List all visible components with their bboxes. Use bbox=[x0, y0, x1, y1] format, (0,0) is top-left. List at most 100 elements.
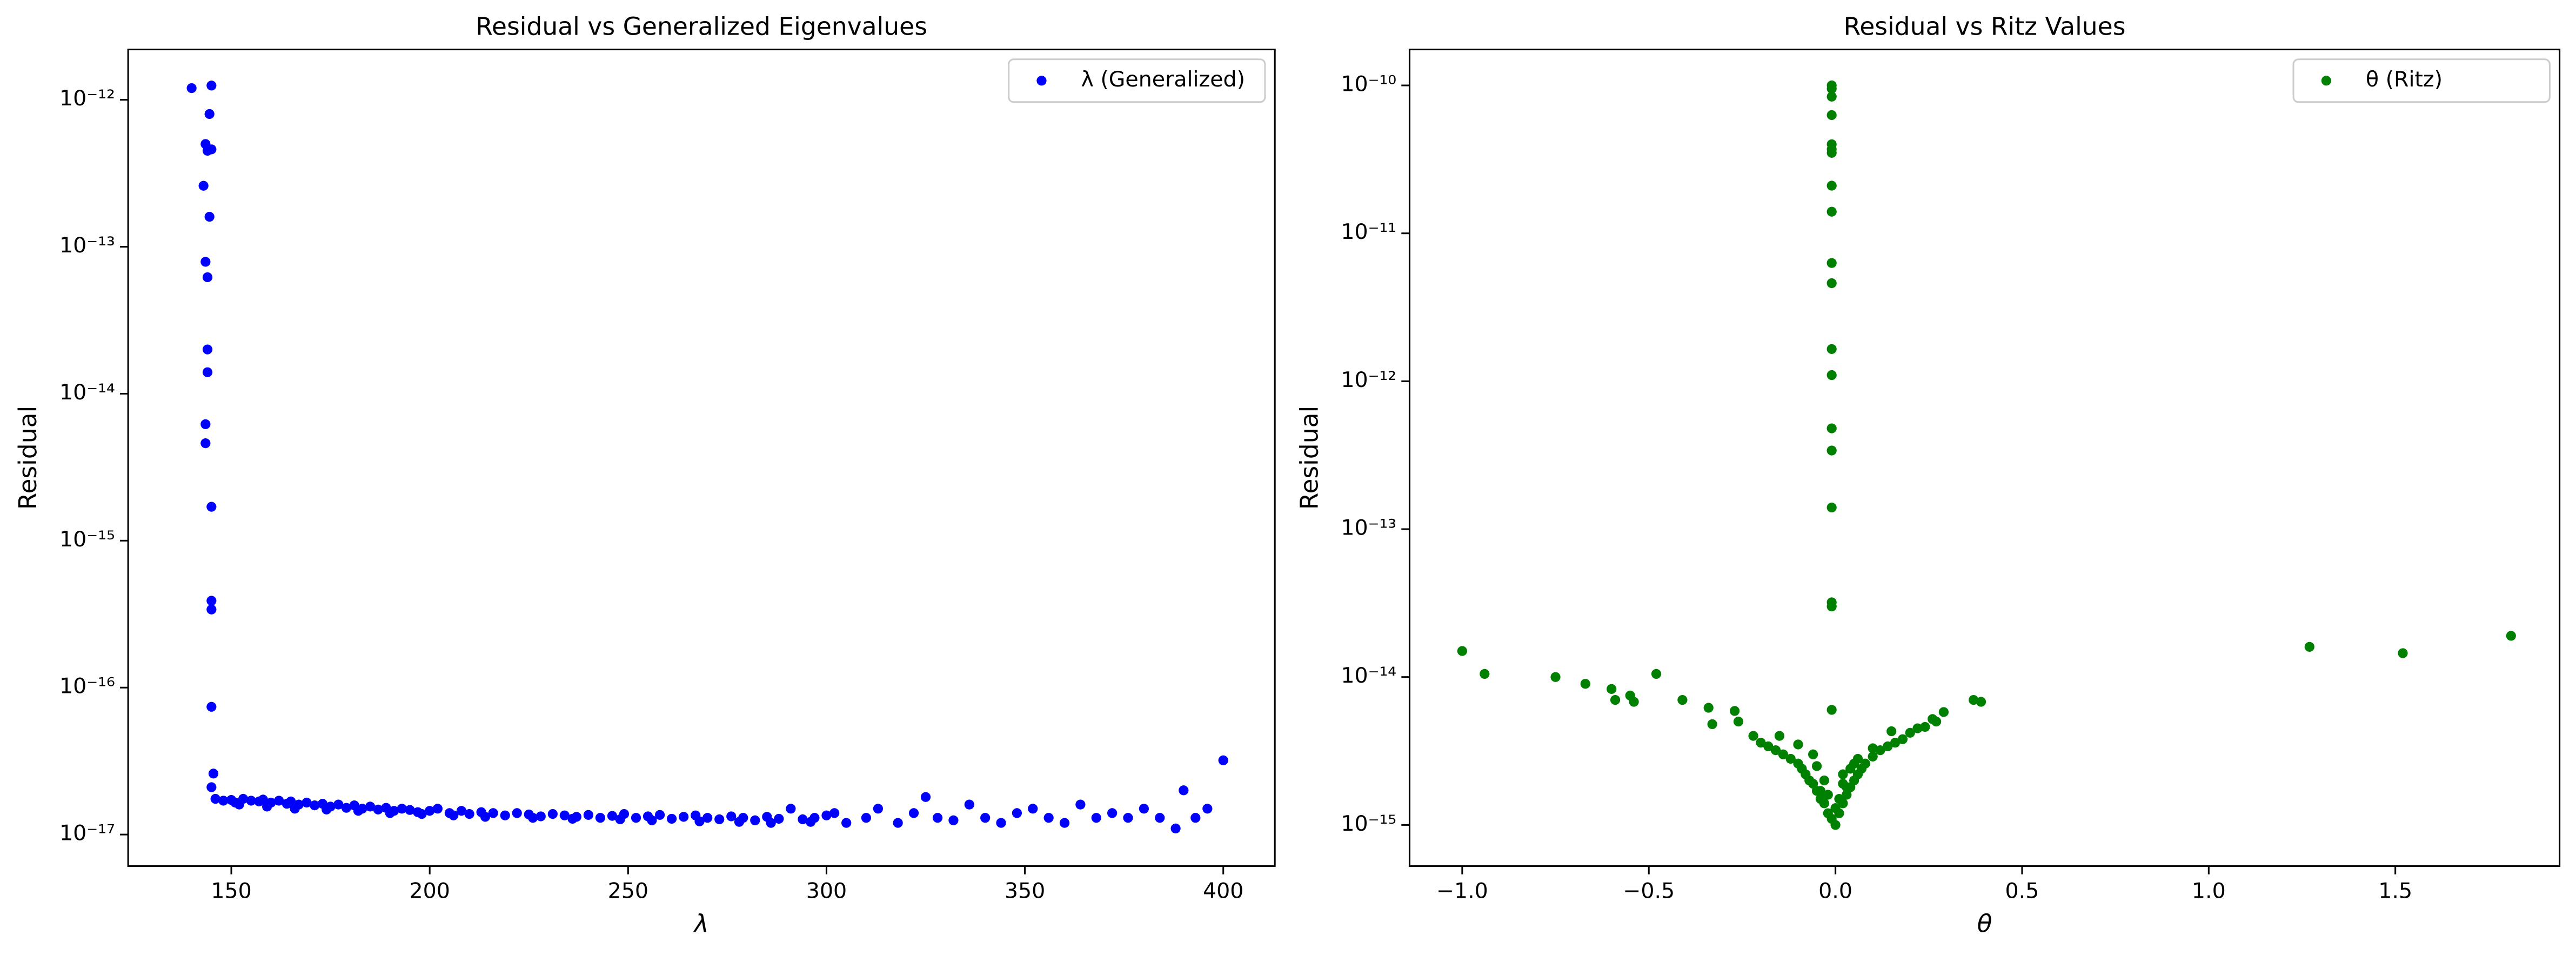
legend-marker bbox=[1036, 76, 1047, 86]
point bbox=[1826, 813, 1837, 824]
point bbox=[734, 817, 745, 827]
point bbox=[805, 817, 816, 827]
point bbox=[1607, 684, 1617, 694]
legend-label: λ (Generalized) bbox=[1081, 67, 1245, 92]
point bbox=[1838, 778, 1848, 789]
point bbox=[1091, 813, 1101, 823]
point bbox=[365, 802, 376, 812]
point bbox=[202, 272, 213, 283]
point bbox=[559, 810, 570, 820]
point bbox=[1651, 669, 1662, 679]
point bbox=[583, 810, 594, 820]
point bbox=[1826, 91, 1837, 102]
point bbox=[948, 815, 959, 825]
x-tick-label: 1.0 bbox=[2192, 879, 2226, 904]
point bbox=[234, 799, 244, 810]
point bbox=[1834, 794, 1844, 804]
point bbox=[1826, 370, 1837, 380]
point bbox=[1550, 672, 1561, 682]
point bbox=[702, 813, 713, 823]
point bbox=[1815, 786, 1826, 796]
point bbox=[1875, 745, 1885, 756]
y-axis-label: Residual bbox=[1295, 406, 1324, 510]
point bbox=[2398, 648, 2408, 658]
point bbox=[750, 815, 760, 825]
point bbox=[1043, 813, 1054, 823]
point bbox=[310, 800, 320, 811]
point bbox=[186, 83, 197, 94]
point bbox=[615, 814, 625, 825]
point bbox=[206, 502, 217, 512]
point bbox=[1123, 813, 1133, 823]
point bbox=[385, 808, 395, 818]
point bbox=[821, 810, 832, 820]
x-tick-label: 0.5 bbox=[2005, 879, 2039, 904]
legend-box bbox=[1008, 58, 1266, 103]
point bbox=[286, 796, 296, 806]
point bbox=[932, 813, 943, 823]
point bbox=[1826, 445, 1837, 456]
point bbox=[2304, 642, 2314, 652]
y-tick-label: 10⁻¹⁴ bbox=[1341, 663, 1396, 688]
point bbox=[200, 438, 211, 449]
point bbox=[206, 604, 217, 615]
point bbox=[1707, 719, 1717, 730]
y-tick-label: 10⁻¹⁵ bbox=[1341, 811, 1396, 836]
x-tick-label: 300 bbox=[806, 879, 847, 904]
x-tick-label: −1.0 bbox=[1436, 879, 1488, 904]
point bbox=[647, 815, 657, 825]
point bbox=[861, 813, 871, 823]
point bbox=[1139, 804, 1149, 814]
point bbox=[373, 804, 383, 814]
point bbox=[1890, 738, 1901, 748]
point bbox=[464, 809, 474, 819]
y-tick-label: 10⁻¹² bbox=[59, 86, 115, 111]
point bbox=[766, 818, 776, 828]
point bbox=[246, 796, 256, 806]
point bbox=[2506, 631, 2516, 641]
point bbox=[1912, 723, 1923, 733]
point bbox=[1778, 749, 1789, 759]
point bbox=[920, 792, 931, 802]
point bbox=[1610, 694, 1621, 705]
point bbox=[200, 257, 211, 267]
x-axis-label: θ bbox=[1977, 909, 1992, 938]
point bbox=[1826, 705, 1837, 715]
point bbox=[1826, 110, 1837, 121]
x-tick-label: 0.0 bbox=[1818, 879, 1852, 904]
point bbox=[1580, 679, 1590, 689]
point bbox=[1677, 694, 1688, 705]
chart-title: Residual vs Generalized Eigenvalues bbox=[476, 12, 927, 41]
point bbox=[512, 808, 522, 818]
point bbox=[1938, 707, 1949, 717]
point bbox=[1826, 206, 1837, 217]
point bbox=[678, 812, 689, 822]
point bbox=[1028, 804, 1038, 814]
x-axis-label: λ bbox=[693, 909, 709, 938]
point bbox=[206, 702, 217, 712]
point bbox=[322, 804, 332, 814]
point bbox=[873, 804, 884, 814]
point bbox=[218, 796, 229, 806]
point bbox=[829, 808, 840, 818]
point bbox=[654, 810, 665, 820]
point bbox=[206, 596, 217, 606]
x-tick-label: 1.5 bbox=[2378, 879, 2412, 904]
point bbox=[607, 811, 618, 821]
x-tick-label: 150 bbox=[211, 879, 251, 904]
point bbox=[1860, 758, 1870, 769]
point bbox=[206, 782, 217, 792]
point bbox=[1897, 734, 1908, 744]
y-axis-label: Residual bbox=[14, 406, 42, 510]
point bbox=[980, 813, 991, 823]
y-tick-label: 10⁻¹¹ bbox=[1341, 219, 1396, 244]
point bbox=[798, 814, 808, 825]
point bbox=[1920, 722, 1930, 732]
legend-label: θ (Ritz) bbox=[2366, 67, 2443, 92]
point bbox=[417, 809, 427, 819]
point bbox=[1868, 743, 1878, 753]
x-tick-label: 400 bbox=[1203, 879, 1243, 904]
point bbox=[996, 818, 1006, 828]
point bbox=[341, 803, 352, 813]
